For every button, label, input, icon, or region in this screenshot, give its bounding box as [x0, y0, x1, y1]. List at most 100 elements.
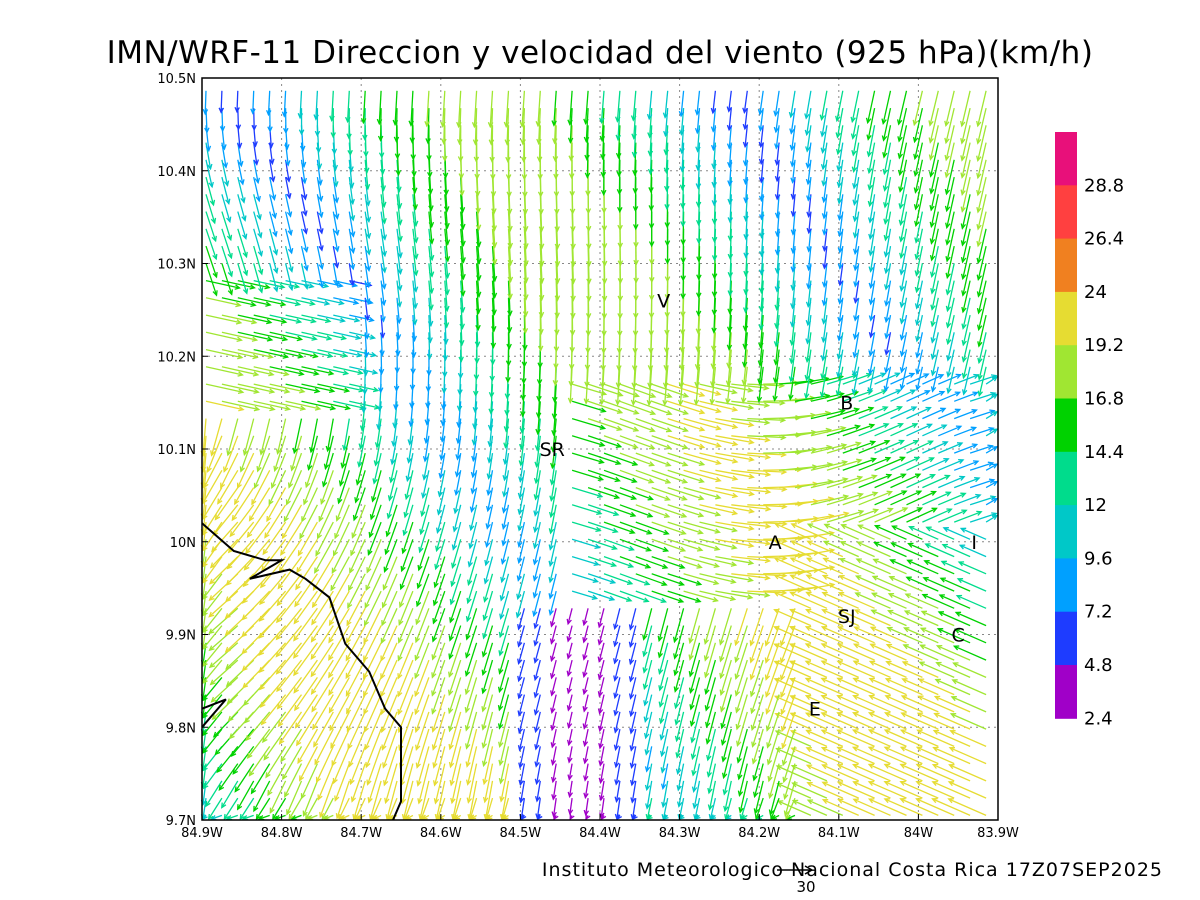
wind-vector [335, 487, 350, 522]
colorbar-swatch [1055, 132, 1077, 186]
wind-vector [883, 245, 892, 275]
wind-vector [373, 435, 382, 467]
wind-vector [898, 176, 908, 210]
wind-vector [265, 746, 287, 779]
wind-vector [275, 625, 303, 658]
wind-vector [269, 400, 307, 411]
wind-vector [444, 194, 450, 230]
wind-vector [734, 642, 748, 681]
wind-vector [789, 297, 796, 328]
wind-vector [683, 469, 722, 483]
wind-vector [804, 107, 812, 137]
wind-vector [683, 383, 722, 396]
wind-vector [488, 366, 495, 399]
wind-vector [822, 540, 859, 558]
wind-vector [837, 194, 844, 221]
wind-vector [295, 556, 318, 591]
wind-vector [264, 504, 287, 539]
wind-vector [396, 246, 403, 275]
wind-vector [241, 625, 271, 655]
wind-vector [533, 470, 541, 501]
coastline [201, 522, 402, 821]
wind-vector [944, 142, 955, 179]
wind-vector [837, 297, 844, 324]
x-tick-label: 84.5W [499, 826, 541, 841]
wind-vector [317, 763, 334, 801]
wind-vector [790, 159, 796, 184]
wind-vector [376, 401, 382, 431]
wind-vector [221, 263, 234, 296]
wind-vector [899, 366, 908, 391]
wind-vector [852, 712, 891, 730]
wind-vector [954, 611, 987, 627]
wind-vector [933, 712, 971, 730]
wind-vector [363, 694, 382, 733]
wind-vector [955, 594, 987, 609]
wind-vector [953, 628, 987, 644]
wind-vector [806, 194, 812, 218]
wind-vector [381, 573, 398, 609]
wind-vector [517, 504, 526, 532]
wind-vector [930, 349, 939, 377]
wind-vector [706, 746, 717, 778]
wind-vector [902, 644, 939, 661]
wind-vector [695, 159, 702, 190]
wind-vector [678, 90, 685, 118]
wind-vector [883, 366, 892, 393]
wind-vector [384, 763, 398, 805]
wind-vector [328, 625, 350, 661]
wind-vector [414, 694, 430, 734]
wind-vector [868, 660, 907, 678]
wind-vector [363, 608, 382, 645]
wind-vector [810, 460, 849, 471]
wind-vector [913, 176, 924, 211]
wind-vector [949, 713, 987, 730]
wind-vector [619, 521, 653, 535]
wind-vector [619, 590, 650, 603]
wind-vector [465, 590, 478, 623]
wind-vector [820, 746, 859, 765]
wind-vector [852, 781, 891, 799]
wind-vector [868, 245, 876, 273]
wind-vector [520, 108, 526, 146]
wind-vector [566, 608, 573, 626]
wind-vector [853, 280, 860, 304]
wind-vector [822, 228, 828, 253]
wind-vector [253, 400, 292, 412]
wind-vector [532, 521, 541, 550]
wind-vector [960, 228, 971, 264]
wind-vector [667, 486, 705, 501]
wind-vector [657, 642, 669, 676]
wind-vector [959, 527, 987, 540]
wind-vector [253, 297, 287, 307]
wind-vector [742, 142, 749, 167]
wind-vector [883, 798, 923, 816]
wind-vector [598, 780, 605, 802]
wind-vector [727, 280, 733, 315]
x-tick-label: 84.7W [340, 826, 382, 841]
wind-vector [202, 521, 223, 552]
wind-vector [837, 592, 875, 609]
wind-vector [780, 694, 796, 733]
wind-vector [899, 314, 908, 341]
wind-vector [749, 659, 764, 698]
wind-vector [660, 746, 669, 774]
wind-vector [348, 194, 356, 222]
wind-vector [237, 263, 249, 295]
wind-vector [642, 659, 653, 691]
wind-vector [425, 108, 431, 145]
place-label: B [840, 393, 853, 415]
wind-vector [866, 125, 876, 158]
wind-vector [501, 504, 510, 531]
wind-vector [773, 643, 812, 661]
wind-vector [381, 590, 398, 627]
wind-vector [924, 543, 955, 558]
wind-vector [498, 625, 510, 657]
wind-vector [305, 797, 318, 821]
wind-vector [774, 194, 781, 219]
wind-vector [431, 711, 446, 751]
wind-vector [920, 610, 955, 627]
wind-vector [866, 107, 876, 141]
wind-vector [332, 263, 340, 288]
wind-vector [969, 409, 996, 420]
